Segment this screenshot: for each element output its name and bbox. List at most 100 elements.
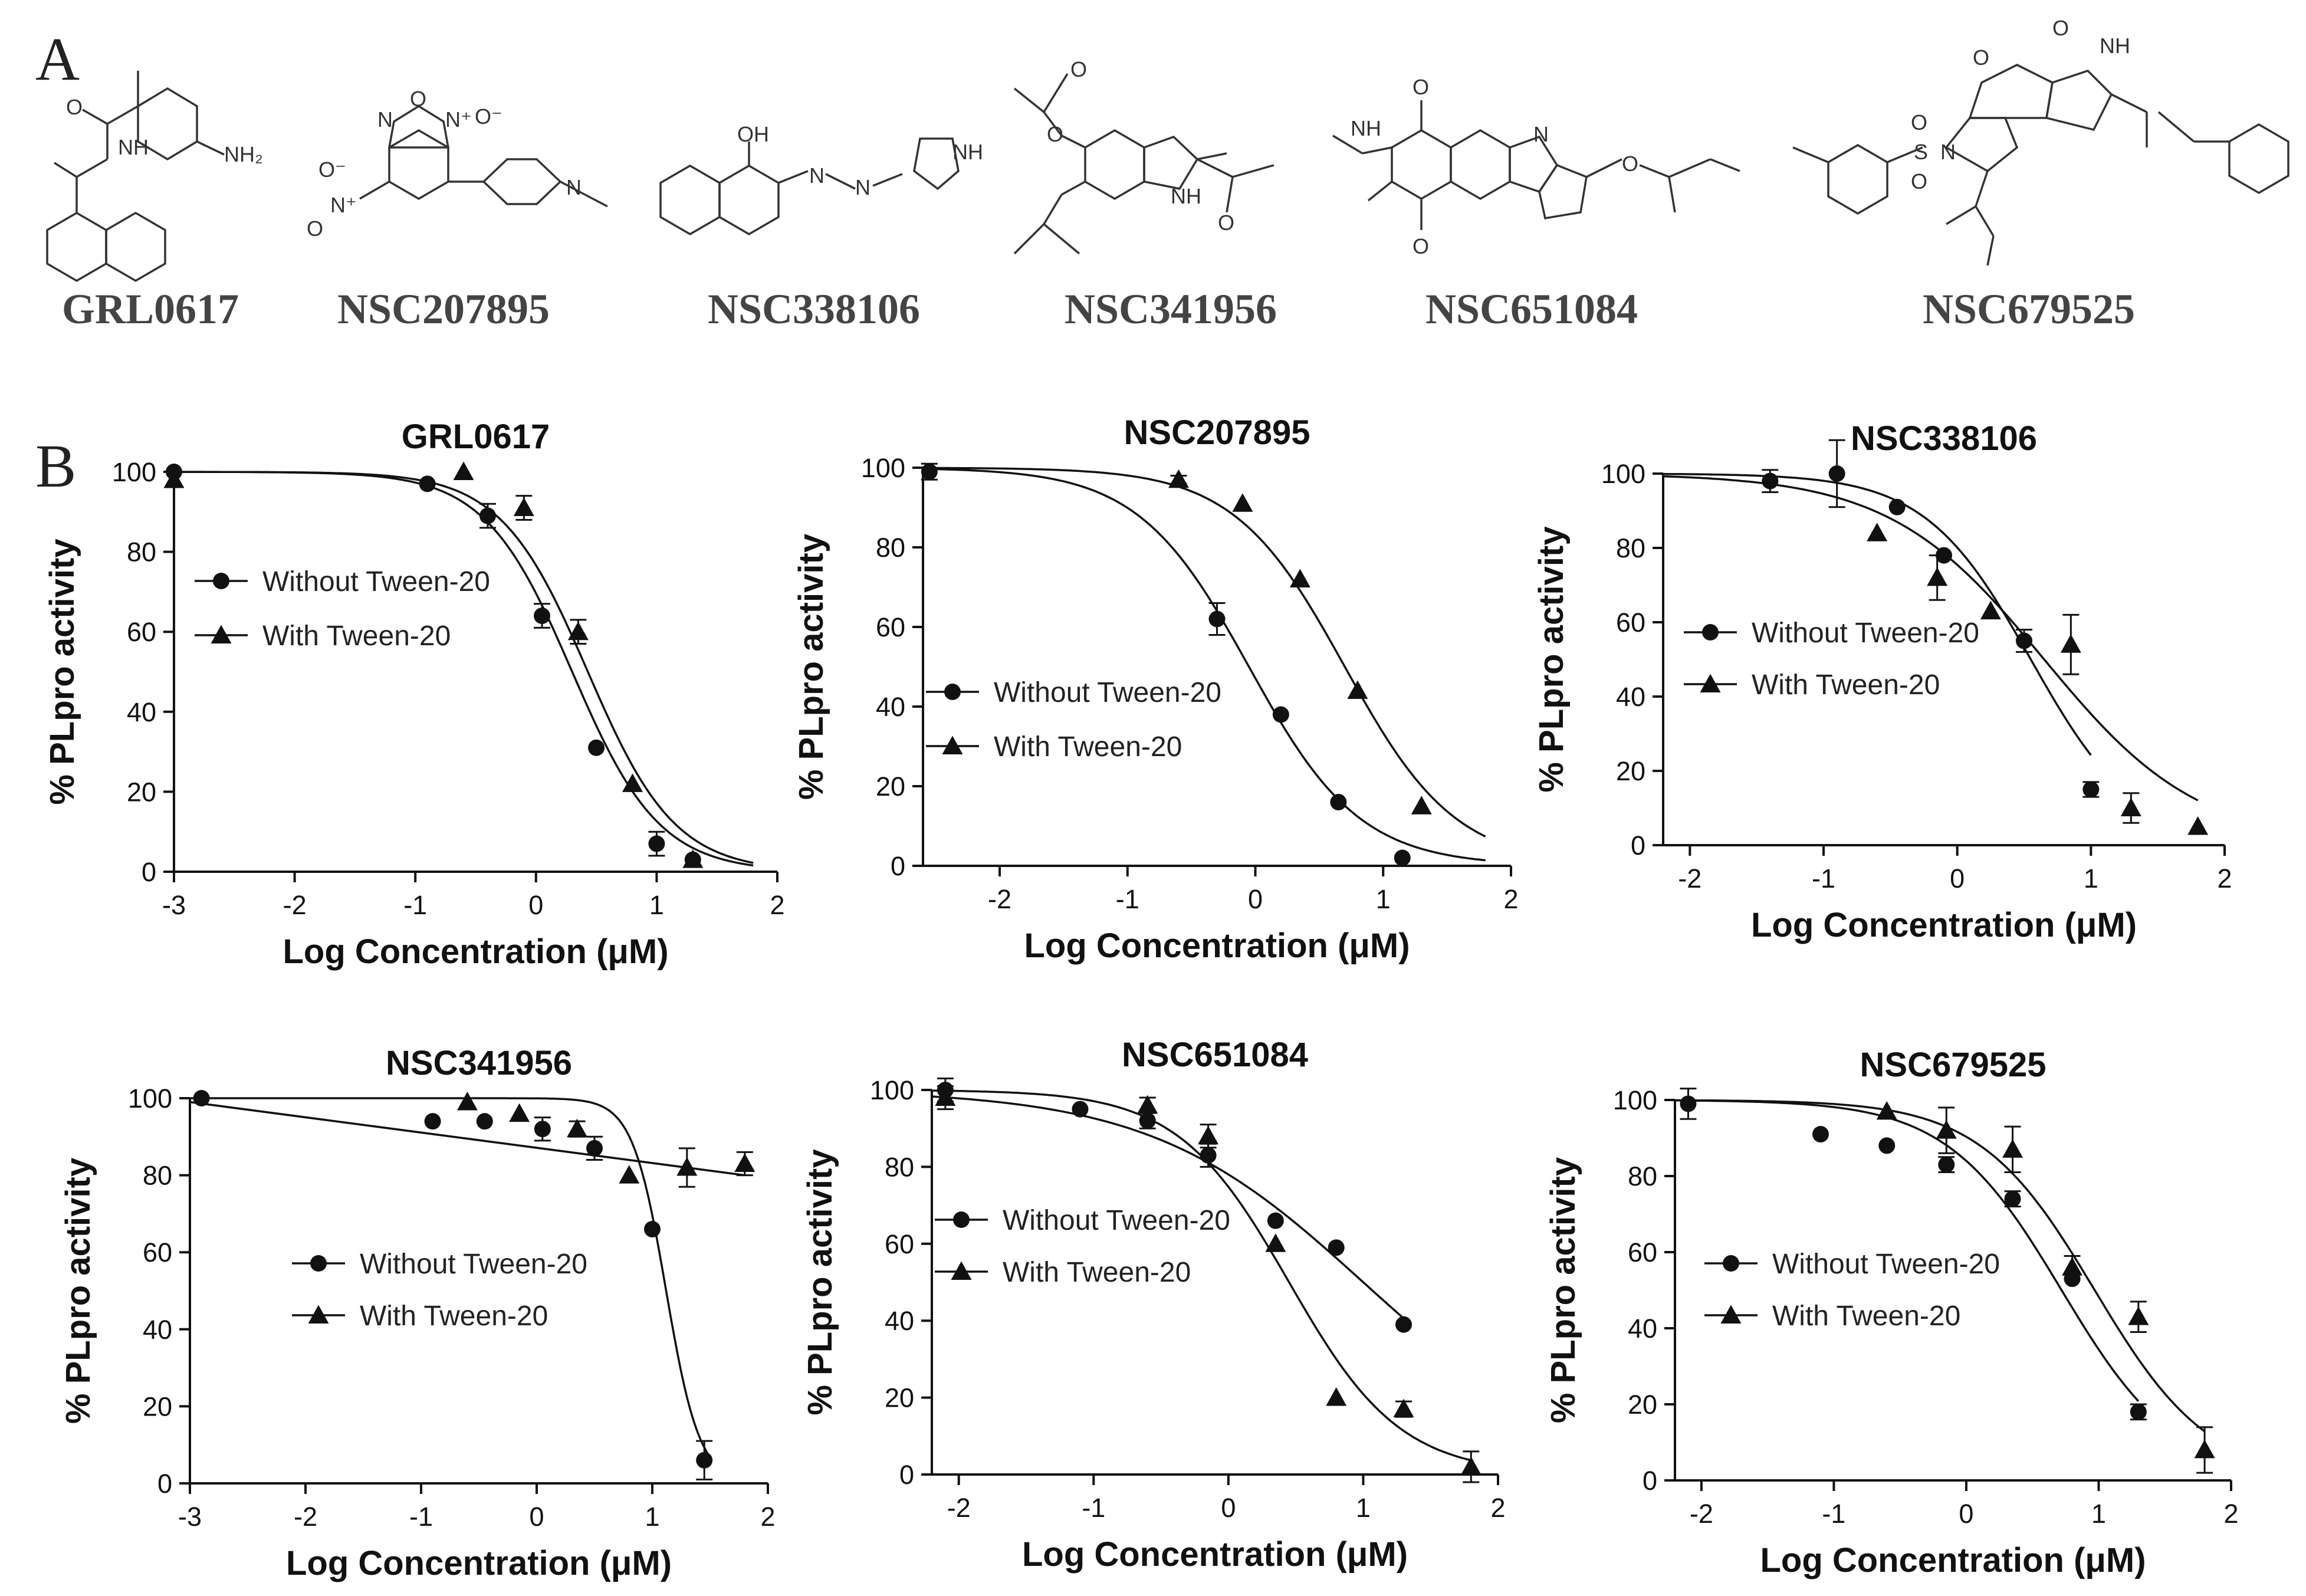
legend-label: With Tween-20 bbox=[1752, 669, 1940, 701]
y-tick-label: 60 bbox=[143, 1237, 172, 1267]
data-point bbox=[2120, 797, 2141, 816]
data-point bbox=[1762, 472, 1779, 490]
series-with bbox=[1674, 1099, 2215, 1474]
fit-curve bbox=[189, 1101, 745, 1177]
fit-curve bbox=[174, 471, 754, 867]
series-with bbox=[163, 461, 754, 868]
legend-label: Without Tween-20 bbox=[360, 1249, 587, 1280]
svg-text:N⁺: N⁺ bbox=[330, 193, 357, 217]
data-point bbox=[1330, 794, 1347, 810]
x-tick-label: -2 bbox=[1690, 1499, 1713, 1529]
legend: Without Tween-20 With Tween-20 bbox=[1684, 618, 1979, 701]
legend-marker bbox=[211, 625, 232, 643]
x-tick-label: -1 bbox=[409, 1502, 433, 1532]
data-point bbox=[1072, 1101, 1089, 1118]
chart-title: NSC679525 bbox=[1860, 1046, 2047, 1084]
x-tick-label: 0 bbox=[1248, 884, 1263, 914]
y-tick-label: 0 bbox=[1631, 830, 1645, 861]
data-point bbox=[1347, 680, 1368, 699]
svg-text:O: O bbox=[1622, 152, 1638, 176]
data-point bbox=[509, 1103, 530, 1122]
structure-nsc207895 bbox=[359, 104, 608, 208]
compound-label-grl0617: GRL0617 bbox=[62, 285, 239, 333]
x-tick-label: -2 bbox=[283, 890, 307, 920]
x-tick-label: 0 bbox=[1959, 1499, 1973, 1529]
data-point bbox=[1980, 600, 2001, 620]
x-tick-label: 1 bbox=[645, 1502, 659, 1532]
y-tick-label: 40 bbox=[876, 692, 905, 722]
y-tick-label: 20 bbox=[1628, 1390, 1657, 1420]
legend: Without Tween-20 With Tween-20 bbox=[926, 677, 1221, 763]
data-point bbox=[586, 1139, 603, 1157]
structure-nsc341956 bbox=[1013, 73, 1274, 255]
x-tick-label: 1 bbox=[1376, 884, 1391, 914]
svg-text:O: O bbox=[1218, 211, 1234, 235]
data-point bbox=[682, 849, 704, 868]
fit-curve bbox=[1663, 475, 2199, 802]
legend-label: Without Tween-20 bbox=[1752, 618, 1979, 649]
data-point bbox=[513, 497, 534, 517]
y-tick-label: 100 bbox=[112, 457, 156, 487]
fit-curve bbox=[1674, 1099, 2206, 1433]
y-tick-label: 20 bbox=[143, 1391, 172, 1421]
svg-text:NH: NH bbox=[952, 140, 983, 164]
data-point bbox=[476, 1113, 493, 1130]
data-point bbox=[1878, 1137, 1896, 1154]
legend-label: With Tween-20 bbox=[1003, 1257, 1191, 1288]
structure-nsc338106 bbox=[659, 137, 960, 236]
data-point bbox=[1326, 1387, 1347, 1406]
structure-grl0617 bbox=[46, 71, 225, 283]
x-tick-label: 1 bbox=[2091, 1499, 2106, 1529]
svg-text:S: S bbox=[1914, 140, 1928, 164]
legend-label: Without Tween-20 bbox=[1003, 1205, 1230, 1236]
y-tick-label: 80 bbox=[1628, 1161, 1657, 1191]
svg-text:N: N bbox=[809, 163, 824, 188]
svg-text:NH: NH bbox=[1171, 184, 1201, 208]
x-tick-label: 2 bbox=[1490, 1493, 1505, 1523]
series-without bbox=[921, 462, 1486, 866]
y-tick-label: 20 bbox=[1616, 756, 1645, 786]
x-tick-label: 2 bbox=[2223, 1499, 2238, 1529]
chart-title: GRL0617 bbox=[402, 418, 550, 456]
x-tick-label: -2 bbox=[947, 1493, 971, 1523]
x-tick-label: -3 bbox=[178, 1502, 202, 1532]
x-axis-label: Log Concentration (μM) bbox=[282, 932, 668, 971]
chart-title: NSC651084 bbox=[1122, 1036, 1308, 1074]
data-point bbox=[1888, 498, 1906, 515]
x-tick-label: -1 bbox=[403, 890, 427, 920]
fit-curve bbox=[174, 471, 754, 864]
legend-label: With Tween-20 bbox=[994, 731, 1182, 763]
data-point bbox=[419, 475, 436, 492]
series-with bbox=[932, 1085, 1482, 1483]
svg-text:NH: NH bbox=[2100, 34, 2130, 58]
legend-marker bbox=[1700, 674, 1721, 692]
y-tick-label: 60 bbox=[1628, 1237, 1657, 1267]
data-point bbox=[567, 1118, 588, 1138]
data-point bbox=[534, 607, 551, 625]
x-tick-label: -1 bbox=[1812, 863, 1835, 894]
data-point bbox=[696, 1451, 713, 1469]
legend-marker bbox=[1720, 1305, 1742, 1324]
y-axis-label: % PLpro activity bbox=[1532, 526, 1571, 792]
panel-letter-b: B bbox=[35, 432, 76, 500]
svg-text:N: N bbox=[1940, 140, 1956, 164]
data-point bbox=[2130, 1403, 2147, 1420]
y-tick-label: 80 bbox=[876, 533, 905, 563]
y-tick-label: 40 bbox=[1628, 1313, 1657, 1344]
fit-curve bbox=[932, 1089, 1471, 1462]
data-point bbox=[2060, 634, 2081, 653]
compound-label-nsc679525: NSC679525 bbox=[1923, 285, 2135, 333]
chart-title: NSC207895 bbox=[1124, 413, 1310, 452]
data-point bbox=[1168, 469, 1189, 488]
x-tick-label: 1 bbox=[1356, 1493, 1371, 1523]
legend-label: Without Tween-20 bbox=[1772, 1249, 2000, 1280]
legend-label: Without Tween-20 bbox=[262, 566, 490, 597]
y-tick-label: 20 bbox=[876, 771, 905, 802]
x-tick-label: -1 bbox=[1082, 1493, 1105, 1523]
data-point bbox=[1289, 569, 1310, 587]
data-point bbox=[1394, 849, 1411, 866]
legend: Without Tween-20 With Tween-20 bbox=[292, 1249, 587, 1332]
x-tick-label: 2 bbox=[760, 1502, 775, 1532]
data-point bbox=[2082, 781, 2100, 798]
